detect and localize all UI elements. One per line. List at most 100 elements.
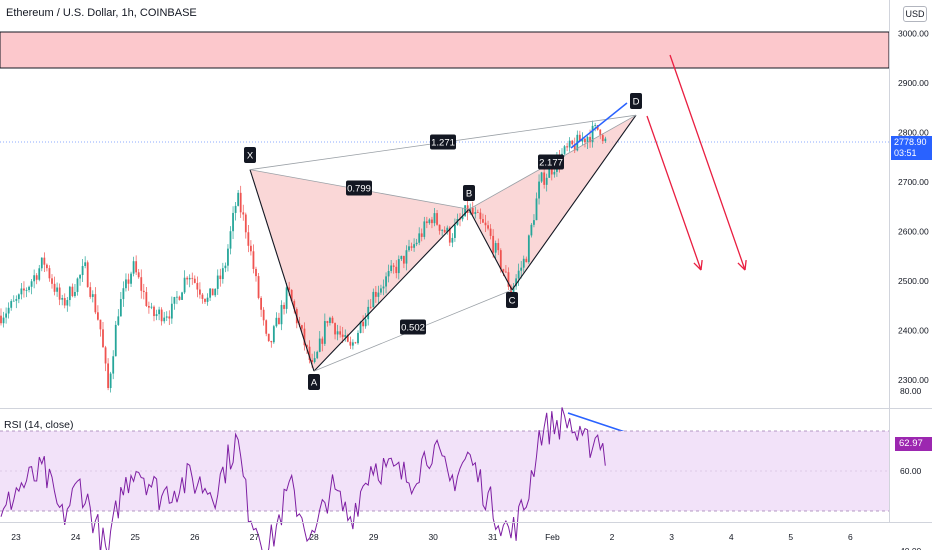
chart-title[interactable]: Ethereum / U.S. Dollar, 1h, COINBASE [6, 7, 197, 19]
candle-body [507, 272, 510, 287]
candle-body [400, 255, 403, 260]
candle-body [578, 134, 581, 142]
candle-body [7, 307, 10, 314]
candle-body [571, 140, 574, 145]
candle-body [568, 140, 571, 148]
candle-body [522, 258, 525, 268]
candle-body [487, 225, 489, 229]
candle-body [550, 167, 553, 175]
candle-body [454, 224, 456, 238]
point-label-d[interactable]: D [630, 93, 642, 109]
pattern-triangle-bcd[interactable] [469, 115, 636, 290]
rsi-tick-label: 80.00 [900, 386, 922, 396]
candle-body [23, 288, 25, 291]
candle-body [229, 231, 232, 249]
candle-body [125, 279, 127, 289]
candle-body [479, 212, 482, 220]
candle-body [591, 125, 594, 143]
projection-arrow[interactable] [646, 115, 702, 271]
point-label-box [308, 374, 320, 390]
candle-body [53, 283, 56, 292]
candle-body [418, 233, 421, 243]
candle-body [262, 309, 265, 321]
projection-arrow[interactable] [669, 54, 746, 271]
projection-arrows [646, 54, 747, 271]
rsi-axis[interactable]: 80.00 60.00 40.00 [900, 386, 922, 550]
ratio-label-box [538, 154, 564, 170]
candle-body [311, 360, 313, 363]
leg-cd[interactable] [511, 114, 637, 291]
candle-body [433, 213, 436, 224]
candle-body [188, 277, 191, 280]
price-tick-label: 3000.00 [898, 29, 929, 39]
time-tick-label: 23 [11, 532, 21, 542]
candle-body [199, 289, 201, 295]
last-price-value: 2778.90 [894, 137, 927, 147]
candle-body [247, 232, 250, 246]
candle-body [260, 297, 262, 310]
candle-body [30, 281, 33, 287]
candle-body [484, 222, 487, 226]
candle-body [395, 266, 398, 274]
candle-body [239, 192, 242, 213]
bar-countdown: 03:51 [894, 148, 917, 158]
pattern-triangle-xab[interactable] [250, 169, 469, 372]
leg-ab[interactable] [313, 208, 470, 372]
arrow-head [737, 262, 746, 271]
rsi-indicator-label[interactable]: RSI (14, close) [4, 419, 74, 431]
time-axis[interactable]: 23 24 25 26 27 28 29 30 31 Feb 2 3 4 5 6 [11, 532, 853, 542]
time-tick-label: 31 [488, 532, 498, 542]
price-trendline[interactable] [570, 102, 628, 149]
candle-body [0, 315, 2, 324]
time-tick-label: 24 [71, 532, 81, 542]
candle-body [74, 291, 76, 297]
candle-body [489, 228, 492, 236]
candle-body [525, 258, 528, 263]
candle-body [275, 317, 278, 327]
rsi-trendline[interactable] [567, 412, 626, 433]
candle-body [48, 268, 51, 279]
point-label-c[interactable]: C [506, 292, 518, 308]
candle-body [594, 125, 597, 126]
candle-body [474, 212, 477, 214]
leg-bc[interactable] [468, 208, 513, 291]
candle-body [369, 306, 372, 308]
point-label-b[interactable]: B [463, 185, 475, 201]
supply-zone[interactable] [0, 31, 890, 69]
candle-body [323, 321, 326, 344]
candle-body [441, 229, 444, 231]
candle-body [76, 278, 79, 292]
candle-body [153, 306, 155, 317]
candle-body [326, 321, 329, 323]
candle-body [86, 262, 89, 288]
candle-body [142, 290, 145, 293]
candle-body [122, 288, 125, 300]
candle-body [191, 277, 194, 279]
candle-body [520, 267, 523, 271]
ratio-label[interactable]: 0.799 [346, 180, 372, 196]
candle-body [362, 321, 364, 327]
candle-body [461, 216, 464, 220]
time-tick-label: 3 [669, 532, 674, 542]
candle-body [538, 181, 540, 199]
price-axis[interactable]: 3000.00 2900.00 2800.00 2700.00 2600.00 2500.… [898, 29, 929, 386]
ratio-label[interactable]: 2.177 [538, 154, 564, 170]
candle-body [515, 278, 517, 287]
point-label-x[interactable]: X [244, 147, 256, 163]
candle-body [446, 227, 449, 233]
candle-body [272, 326, 275, 343]
ratio-label[interactable]: 1.271 [430, 134, 456, 150]
candle-body [380, 288, 382, 293]
leg-xa[interactable] [249, 169, 315, 372]
currency-button[interactable]: USD [903, 6, 927, 22]
ratio-label-text: 0.502 [401, 323, 425, 334]
candle-body [533, 220, 535, 225]
candle-body [584, 138, 586, 143]
candle-body [112, 356, 115, 374]
point-label-a[interactable]: A [308, 374, 320, 390]
candlestick-series [0, 120, 607, 393]
candle-body [346, 335, 349, 342]
ratio-label[interactable]: 0.502 [400, 319, 426, 335]
candle-body [372, 291, 375, 308]
